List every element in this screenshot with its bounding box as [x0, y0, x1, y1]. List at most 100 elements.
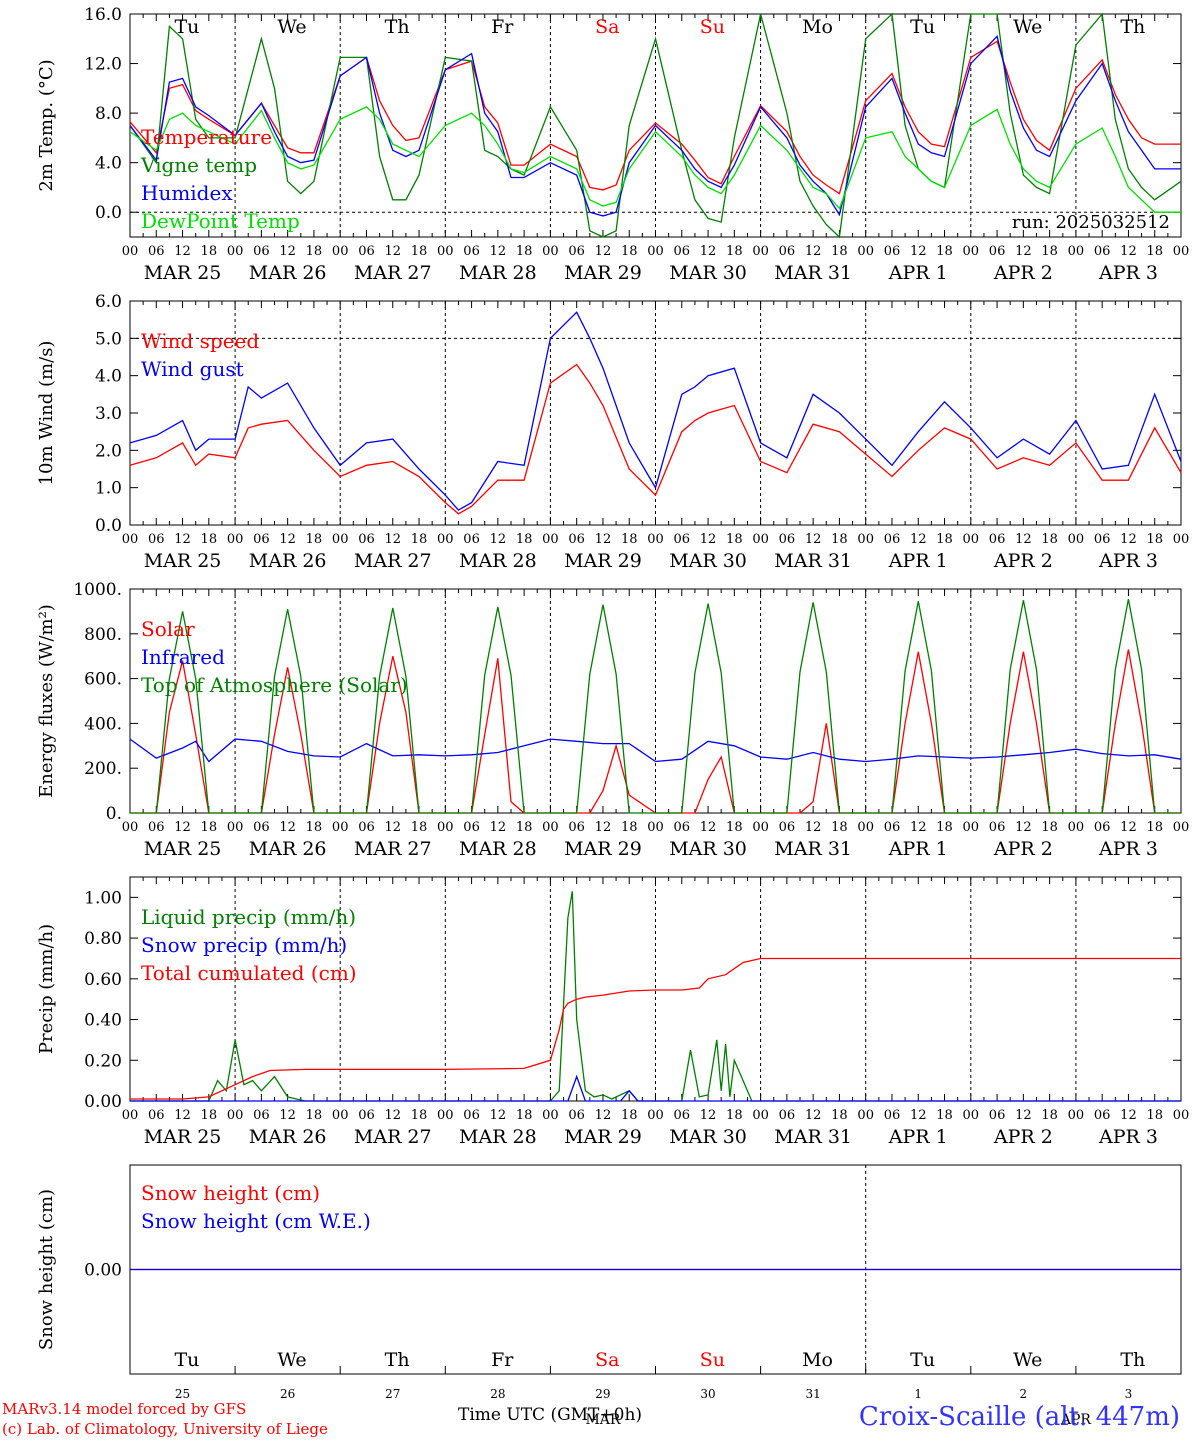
date-label: MAR 27: [354, 1126, 432, 1148]
legend-entry: Snow height (cm W.E.): [141, 1209, 371, 1233]
day-name-label: Tu: [174, 1349, 199, 1371]
date-label: APR 3: [1098, 262, 1158, 284]
x-tick-label: 00: [122, 820, 139, 835]
y-tick-label: 1.00: [84, 888, 122, 908]
legend-entry: Solar: [141, 617, 195, 641]
x-tick-label: 18: [201, 820, 218, 835]
x-tick-label: 12: [1120, 1108, 1137, 1123]
date-label: APR 1: [888, 1126, 948, 1148]
x-tick-label: 18: [411, 1108, 428, 1123]
date-label: MAR 30: [669, 838, 747, 860]
series-line-wind-gust: [129, 311, 1182, 511]
x-tick-label: 06: [674, 532, 691, 547]
panel-frame: [129, 588, 1182, 814]
x-tick-label: 12: [700, 1108, 717, 1123]
x-tick-label: 06: [358, 1108, 375, 1123]
date-label: MAR 29: [564, 550, 642, 572]
date-label: MAR 30: [669, 262, 747, 284]
y-axis-label: Energy fluxes (W/m²): [36, 604, 57, 798]
day-name-label: Tu: [174, 16, 199, 38]
x-tick-label: 18: [621, 532, 638, 547]
x-tick-label: 06: [463, 532, 480, 547]
x-axis-label: Time UTC (GMT+0h): [458, 1405, 643, 1425]
x-tick-label: 06: [884, 820, 901, 835]
x-tick-label: 18: [936, 244, 953, 259]
x-tick-label: 06: [779, 820, 796, 835]
x-tick-label: 12: [805, 244, 822, 259]
x-tick-label: 06: [148, 532, 165, 547]
date-label: APR 1: [888, 838, 948, 860]
x-tick-label: 00: [227, 820, 244, 835]
x-tick-label: 12: [700, 532, 717, 547]
x-tick-label: 12: [1015, 1108, 1032, 1123]
day-number-label: 29: [595, 1387, 610, 1401]
date-label: MAR 29: [564, 262, 642, 284]
day-number-label: 27: [385, 1387, 400, 1401]
day-name-label: Mo: [802, 16, 833, 38]
x-tick-label: 18: [516, 244, 533, 259]
x-tick-label: 06: [1094, 244, 1111, 259]
x-tick-label: 00: [542, 532, 559, 547]
x-tick-label: 12: [1120, 820, 1137, 835]
x-tick-label: 06: [568, 532, 585, 547]
x-tick-label: 06: [253, 1108, 270, 1123]
x-tick-label: 18: [726, 532, 743, 547]
x-tick-label: 18: [1041, 244, 1058, 259]
x-tick-label: 12: [595, 1108, 612, 1123]
day-name-label: Tu: [910, 1349, 935, 1371]
day-name-label: Mo: [802, 1349, 833, 1371]
day-name-label: Su: [700, 1349, 725, 1371]
x-tick-label: 12: [490, 532, 507, 547]
y-tick-label: 4.0: [95, 367, 122, 387]
legend-entry: Temperature: [141, 125, 272, 149]
day-number-label: 1: [914, 1387, 922, 1401]
x-tick-label: 00: [227, 244, 244, 259]
x-tick-label: 12: [1015, 532, 1032, 547]
y-tick-label: 2.0: [95, 441, 122, 461]
x-tick-label: 00: [647, 532, 664, 547]
date-label: MAR 28: [459, 1126, 537, 1148]
x-tick-label: 00: [857, 532, 874, 547]
x-tick-label: 18: [1041, 532, 1058, 547]
day-name-label: Fr: [491, 1349, 514, 1371]
date-label: APR 3: [1098, 838, 1158, 860]
x-tick-label: 00: [1068, 244, 1085, 259]
date-label: MAR 25: [144, 262, 222, 284]
date-label: MAR 25: [144, 838, 222, 860]
x-tick-label: 12: [910, 820, 927, 835]
series-line-humidex: [129, 34, 1181, 217]
x-tick-label: 12: [174, 820, 191, 835]
x-tick-label: 00: [122, 532, 139, 547]
x-tick-label: 18: [831, 1108, 848, 1123]
x-tick-label: 12: [1015, 244, 1032, 259]
x-tick-label: 18: [726, 244, 743, 259]
x-tick-label: 00: [963, 820, 980, 835]
x-tick-label: 06: [358, 820, 375, 835]
x-tick-label: 06: [884, 532, 901, 547]
date-label: APR 3: [1098, 1126, 1158, 1148]
x-tick-label: 18: [306, 532, 323, 547]
x-tick-label: 18: [1146, 820, 1163, 835]
y-tick-label: 0.40: [84, 1011, 122, 1031]
x-tick-label: 00: [1173, 820, 1190, 835]
x-tick-label: 06: [779, 1108, 796, 1123]
x-tick-label: 18: [1041, 820, 1058, 835]
x-tick-label: 00: [857, 820, 874, 835]
x-tick-label: 06: [989, 532, 1006, 547]
x-tick-label: 12: [490, 1108, 507, 1123]
date-label: APR 3: [1098, 550, 1158, 572]
month-label: APR: [1060, 1412, 1092, 1428]
date-label: MAR 31: [774, 550, 852, 572]
x-tick-label: 18: [201, 532, 218, 547]
x-tick-label: 00: [857, 1108, 874, 1123]
legend-entry: Humidex: [141, 181, 233, 205]
x-tick-label: 06: [253, 532, 270, 547]
x-tick-label: 12: [279, 820, 296, 835]
x-tick-label: 12: [384, 1108, 401, 1123]
axis-name-label: MAR: [585, 1412, 620, 1428]
x-tick-label: 00: [1068, 820, 1085, 835]
date-label: MAR 27: [354, 550, 432, 572]
y-tick-label: 800.: [84, 625, 122, 645]
x-tick-label: 06: [674, 820, 691, 835]
day-name-label: Th: [385, 16, 410, 38]
